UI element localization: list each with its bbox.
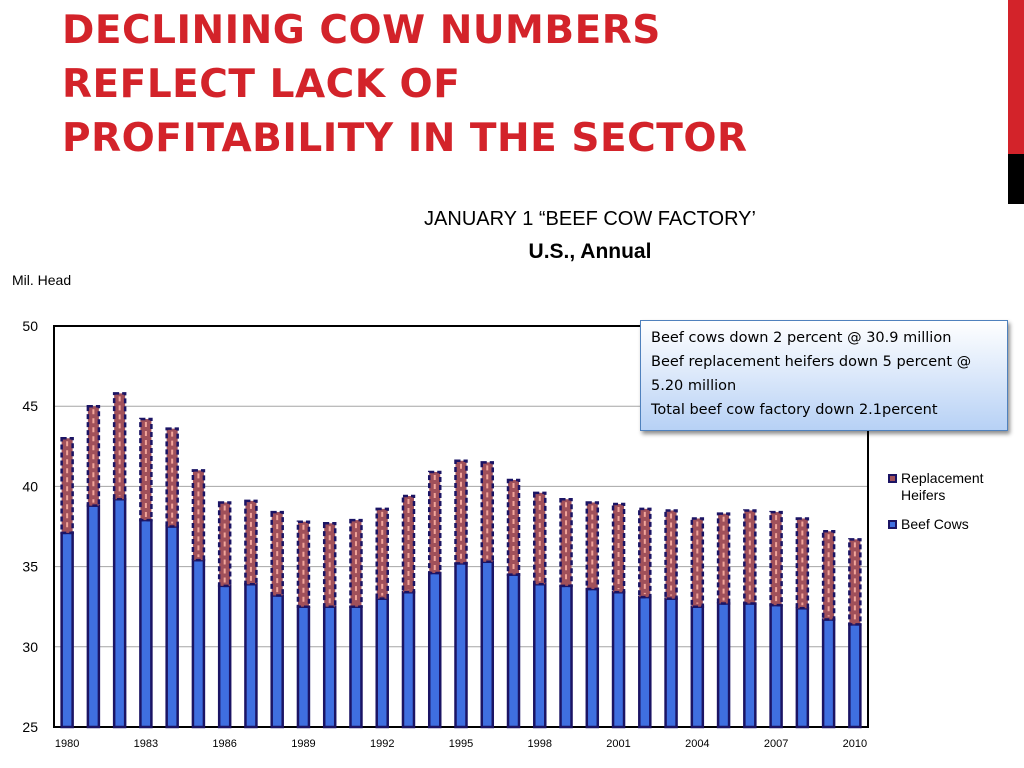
bar-beef-cows-1989 <box>296 605 311 729</box>
bar-beef-cows-2001 <box>611 591 626 729</box>
bar-beef-cows-2010 <box>848 623 862 729</box>
bar-replacement-heifers-2003 <box>664 509 678 600</box>
bar-beef-cows-1999 <box>559 584 573 729</box>
bar-beef-cows-1983 <box>139 518 153 729</box>
x-tick-label-2001: 2001 <box>606 738 630 750</box>
y-tick-label-30: 30 <box>22 639 38 655</box>
bar-replacement-heifers-1997 <box>506 478 521 576</box>
bar-beef-cows-1992 <box>375 597 389 729</box>
bar-beef-cows-1991 <box>349 605 363 729</box>
bar-beef-cows-1993 <box>401 591 416 729</box>
y-tick-label-35: 35 <box>22 559 38 575</box>
summary-callout: Beef cows down 2 percent @ 30.9 million … <box>640 320 1008 431</box>
bar-beef-cows-2007 <box>769 603 783 729</box>
bar-beef-cows-1994 <box>427 571 442 729</box>
legend-label-beef-cows: Beef Cows <box>901 516 969 532</box>
legend-item-replacement-heifers: Replacement Heifers <box>888 470 1001 504</box>
bar-beef-cows-2008 <box>795 607 810 729</box>
bar-beef-cows-2005 <box>716 602 731 729</box>
bar-beef-cows-1984 <box>165 525 179 729</box>
bar-beef-cows-1985 <box>191 558 206 729</box>
bar-beef-cows-2004 <box>690 605 705 729</box>
x-tick-label-2004: 2004 <box>685 738 709 750</box>
y-tick-label-45: 45 <box>22 398 38 414</box>
bar-beef-cows-1990 <box>322 605 337 729</box>
x-tick-label-1995: 1995 <box>449 738 473 750</box>
red-accent-bar <box>1008 0 1024 154</box>
bar-replacement-heifers-1992 <box>375 507 389 600</box>
bar-beef-cows-2000 <box>585 587 600 729</box>
bar-beef-cows-1998 <box>533 582 547 729</box>
y-tick-label-25: 25 <box>22 719 38 735</box>
bar-beef-cows-1982 <box>112 497 127 729</box>
bar-replacement-heifers-1985 <box>191 469 206 562</box>
bar-replacement-heifers-2006 <box>743 509 757 605</box>
bar-beef-cows-2002 <box>638 595 652 729</box>
chart-title: JANUARY 1 “BEEF COW FACTORY’ <box>424 208 756 230</box>
bar-replacement-heifers-1980 <box>60 437 74 535</box>
bar-beef-cows-1986 <box>217 584 232 729</box>
bar-beef-cows-2003 <box>664 597 678 729</box>
bar-replacement-heifers-2004 <box>690 517 705 608</box>
legend-swatch-beef-cows <box>888 520 897 529</box>
x-tick-label-1998: 1998 <box>528 738 552 750</box>
callout-line-beef-cows: Beef cows down 2 percent @ 30.9 million <box>651 330 952 346</box>
x-tick-label-1980: 1980 <box>55 738 79 750</box>
legend-swatch-replacement-heifers <box>888 474 897 483</box>
bar-beef-cows-1988 <box>270 594 284 729</box>
y-tick-label-40: 40 <box>22 478 38 494</box>
x-tick-label-1986: 1986 <box>212 738 236 750</box>
x-tick-label-2010: 2010 <box>843 738 867 750</box>
x-tick-label-1989: 1989 <box>291 738 315 750</box>
bar-beef-cows-2006 <box>743 602 757 729</box>
bar-beef-cows-1987 <box>244 582 258 729</box>
callout-line-heifers: Beef replacement heifers down 5 percent … <box>651 354 972 394</box>
bar-replacement-heifers-2007 <box>769 510 783 607</box>
bar-replacement-heifers-2008 <box>795 517 810 610</box>
bar-replacement-heifers-2001 <box>611 502 626 594</box>
bar-beef-cows-1981 <box>86 504 101 729</box>
bar-beef-cows-1996 <box>480 560 495 729</box>
bar-replacement-heifers-2002 <box>638 507 652 599</box>
bar-replacement-heifers-2005 <box>716 512 731 605</box>
bar-beef-cows-1980 <box>60 531 74 729</box>
callout-line-total: Total beef cow factory down 2.1percent <box>651 402 938 418</box>
slide-title: DECLINING COW NUMBERS REFLECT LACK OF PR… <box>62 8 748 161</box>
black-accent-bar <box>1008 154 1024 204</box>
bar-replacement-heifers-1998 <box>533 491 547 586</box>
x-tick-label-1983: 1983 <box>134 738 158 750</box>
bar-beef-cows-1995 <box>454 562 468 729</box>
y-axis-label: Mil. Head <box>12 272 72 288</box>
legend-label-replacement-heifers: Replacement Heifers <box>901 470 984 503</box>
bar-beef-cows-2009 <box>821 618 836 729</box>
x-tick-label-1992: 1992 <box>370 738 394 750</box>
bar-replacement-heifers-2009 <box>821 530 836 621</box>
bar-beef-cows-1997 <box>506 573 521 729</box>
chart-legend: Replacement Heifers Beef Cows <box>888 470 1001 545</box>
y-tick-label-50: 50 <box>22 318 38 334</box>
chart-subtitle: U.S., Annual <box>528 240 652 263</box>
x-tick-label-2007: 2007 <box>764 738 788 750</box>
legend-item-beef-cows: Beef Cows <box>888 516 1001 533</box>
